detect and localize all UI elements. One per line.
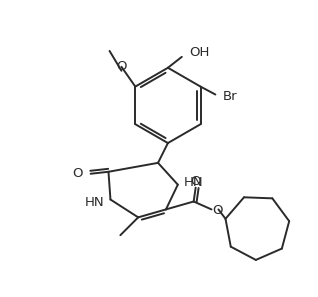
Text: O: O [116,60,127,73]
Text: O: O [72,167,83,180]
Text: HN: HN [184,176,204,189]
Text: OH: OH [190,46,210,59]
Text: Br: Br [222,90,237,103]
Text: O: O [212,204,223,217]
Text: O: O [190,175,201,188]
Text: HN: HN [85,196,105,209]
